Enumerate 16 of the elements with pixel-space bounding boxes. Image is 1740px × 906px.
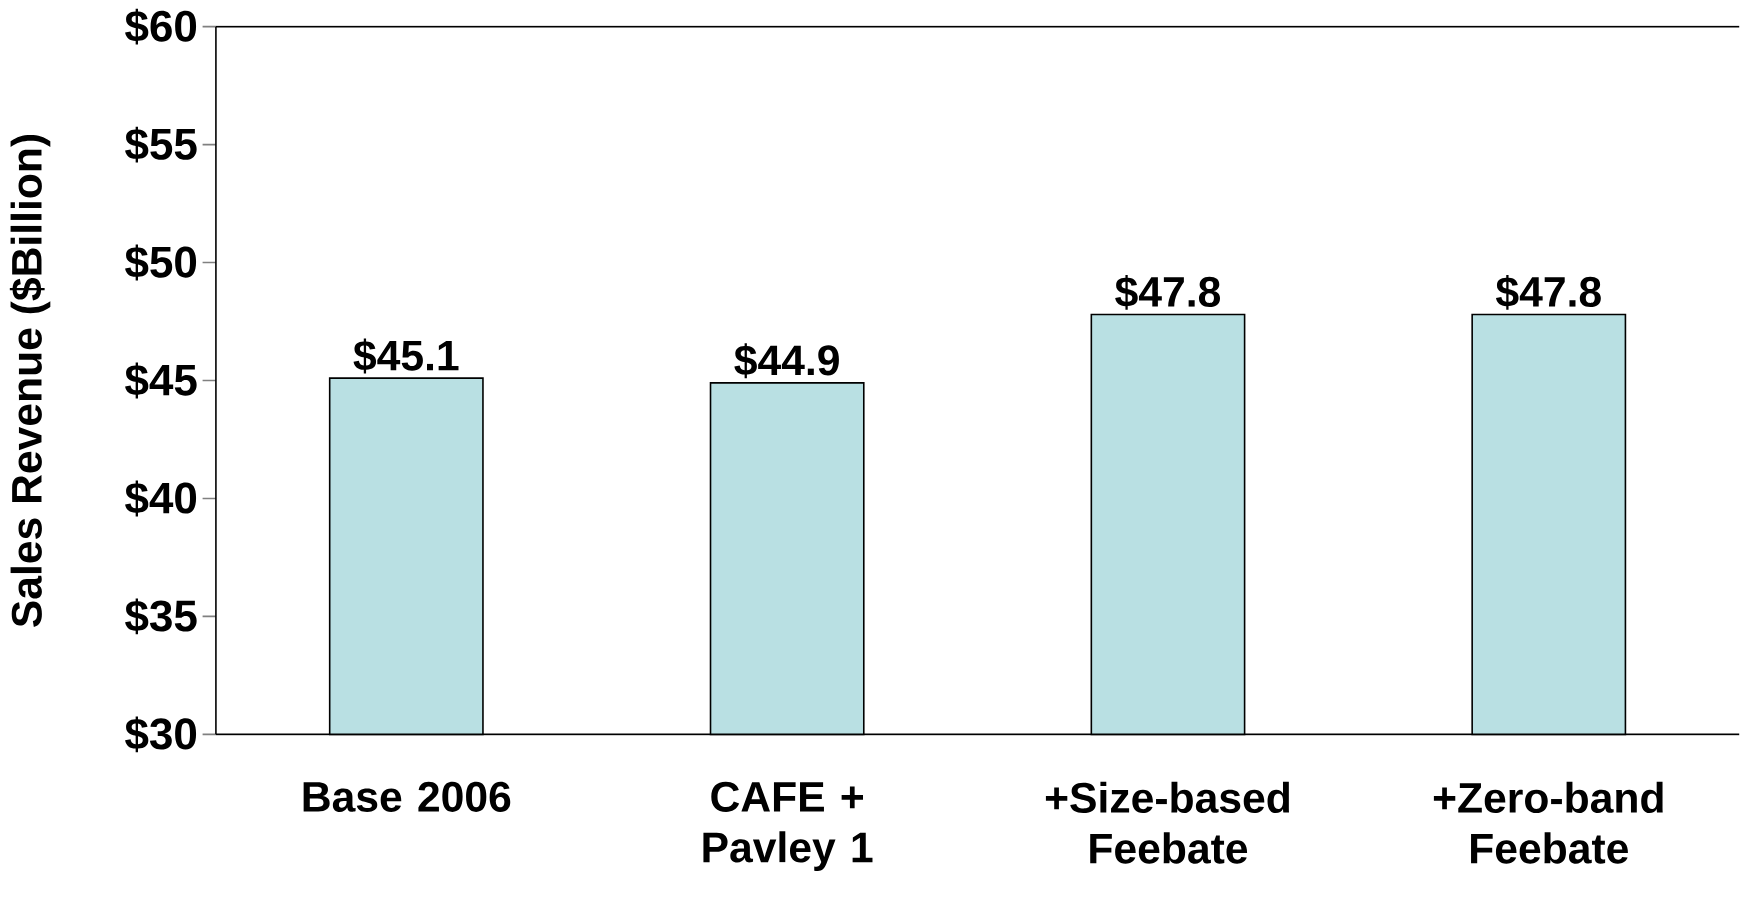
- x-tick-label: CAFE + Pavley 1: [703, 781, 873, 871]
- y-tick-label: $55: [125, 126, 197, 163]
- x-tick-label: +Size-based Feebate: [1045, 781, 1290, 864]
- y-tick-label: $40: [125, 480, 197, 517]
- y-tick-label: $60: [125, 8, 197, 45]
- y-tick-label: $45: [125, 362, 197, 399]
- x-tick-label: Base 2006: [303, 781, 511, 812]
- x-tick-label: +Zero-band Feebate: [1433, 781, 1663, 864]
- y-axis-title: Sales Revenue ($Billion): [9, 134, 51, 627]
- data-label: $44.9: [734, 343, 839, 378]
- data-label: $47.8: [1115, 274, 1221, 310]
- y-tick-label: $30: [125, 716, 197, 753]
- y-tick-label: $50: [125, 244, 197, 281]
- data-label: $47.8: [1496, 274, 1601, 310]
- data-label: $45.1: [353, 338, 459, 374]
- y-tick-label: $35: [125, 598, 197, 635]
